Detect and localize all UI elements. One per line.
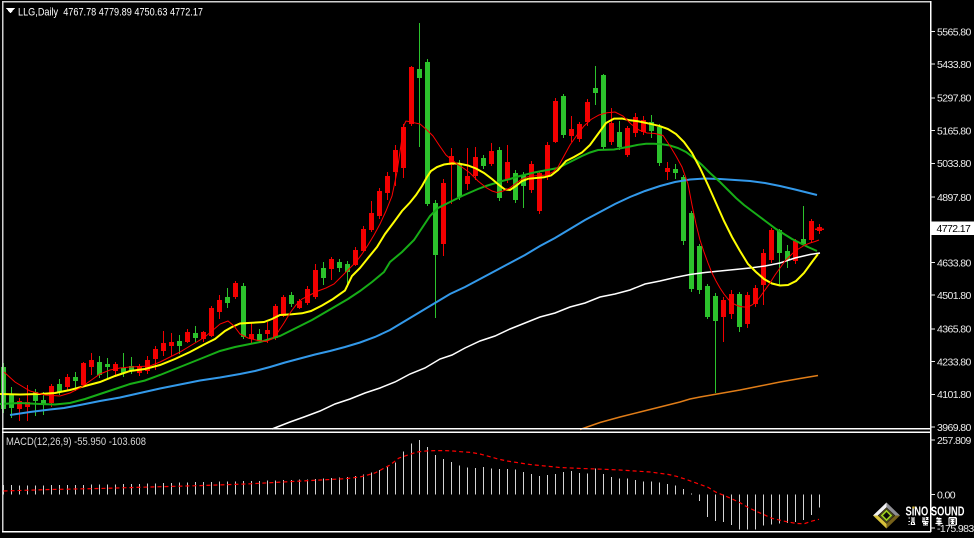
svg-text:4897.80: 4897.80 — [937, 192, 972, 204]
svg-text:-175.983: -175.983 — [937, 523, 974, 535]
svg-text:4501.80: 4501.80 — [937, 290, 972, 302]
svg-text:4101.80: 4101.80 — [937, 389, 972, 401]
svg-text:5165.80: 5165.80 — [937, 125, 972, 137]
svg-text:5565.80: 5565.80 — [937, 26, 972, 38]
svg-text:4365.80: 4365.80 — [937, 324, 972, 336]
svg-text:LLG,Daily 4767.78 4779.89 475: LLG,Daily 4767.78 4779.89 4750.63 4772.1… — [18, 7, 203, 19]
svg-text:257.809: 257.809 — [937, 435, 972, 447]
svg-text:MACD(12,26,9) -55.950 -103.608: MACD(12,26,9) -55.950 -103.608 — [6, 436, 146, 448]
svg-text:4633.80: 4633.80 — [937, 257, 972, 269]
svg-text:5297.80: 5297.80 — [937, 93, 972, 105]
svg-text:4772.17: 4772.17 — [937, 223, 972, 235]
svg-text:0.00: 0.00 — [937, 490, 956, 502]
svg-text:SINO SOUND: SINO SOUND — [906, 505, 965, 519]
svg-text:5033.80: 5033.80 — [937, 158, 972, 170]
svg-text:4233.80: 4233.80 — [937, 356, 972, 368]
svg-text:3969.80: 3969.80 — [937, 422, 972, 434]
svg-text:5433.80: 5433.80 — [937, 59, 972, 71]
